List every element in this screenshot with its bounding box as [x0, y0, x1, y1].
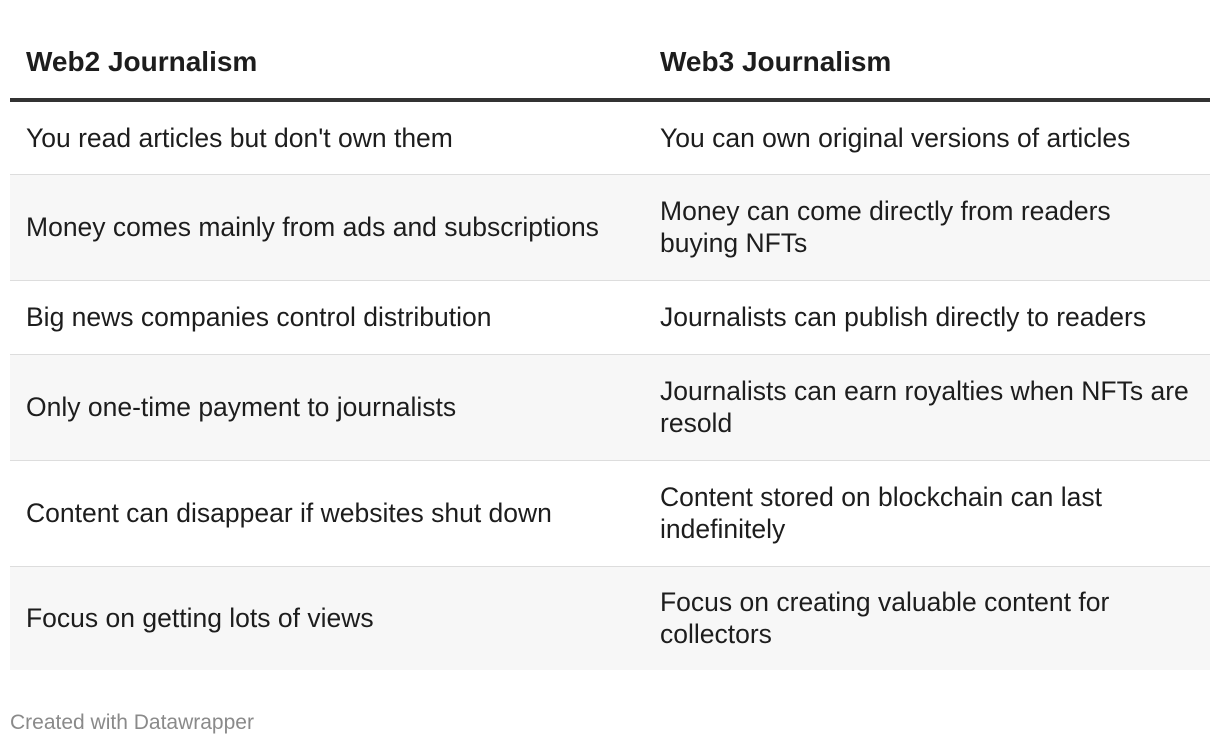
column-header-web2: Web2 Journalism [10, 28, 644, 102]
column-header-web3: Web3 Journalism [644, 28, 1210, 102]
table-cell-web2: You read articles but don't own them [10, 100, 644, 175]
table-cell-web3: You can own original versions of article… [644, 100, 1210, 175]
table-row: Only one-time payment to journalists Jou… [10, 354, 1210, 461]
table-cell-web3: Journalists can earn royalties when NFTs… [644, 354, 1210, 461]
header-row: Web2 Journalism Web3 Journalism [10, 28, 1210, 102]
table-row: Focus on getting lots of views Focus on … [10, 566, 1210, 670]
datawrapper-credit[interactable]: Created with Datawrapper [10, 711, 254, 734]
table-row: Content can disappear if websites shut d… [10, 460, 1210, 567]
table-row: Big news companies control distribution … [10, 280, 1210, 355]
table-cell-web2: Content can disappear if websites shut d… [10, 460, 644, 567]
comparison-table: Web2 Journalism Web3 Journalism You read… [10, 28, 1210, 670]
table-cell-web2: Focus on getting lots of views [10, 566, 644, 670]
table-body: You read articles but don't own them You… [10, 100, 1210, 670]
table-row: Money comes mainly from ads and subscrip… [10, 174, 1210, 281]
table-cell-web2: Big news companies control distribution [10, 280, 644, 355]
table-cell-web2: Money comes mainly from ads and subscrip… [10, 174, 644, 281]
table-cell-web3: Focus on creating valuable content for c… [644, 566, 1210, 670]
table-cell-web3: Journalists can publish directly to read… [644, 280, 1210, 355]
table-cell-web3: Money can come directly from readers buy… [644, 174, 1210, 281]
table-header: Web2 Journalism Web3 Journalism [10, 28, 1210, 102]
table-row: You read articles but don't own them You… [10, 100, 1210, 175]
table-cell-web2: Only one-time payment to journalists [10, 354, 644, 461]
table-cell-web3: Content stored on blockchain can last in… [644, 460, 1210, 567]
comparison-table-container: Web2 Journalism Web3 Journalism You read… [10, 28, 1210, 670]
